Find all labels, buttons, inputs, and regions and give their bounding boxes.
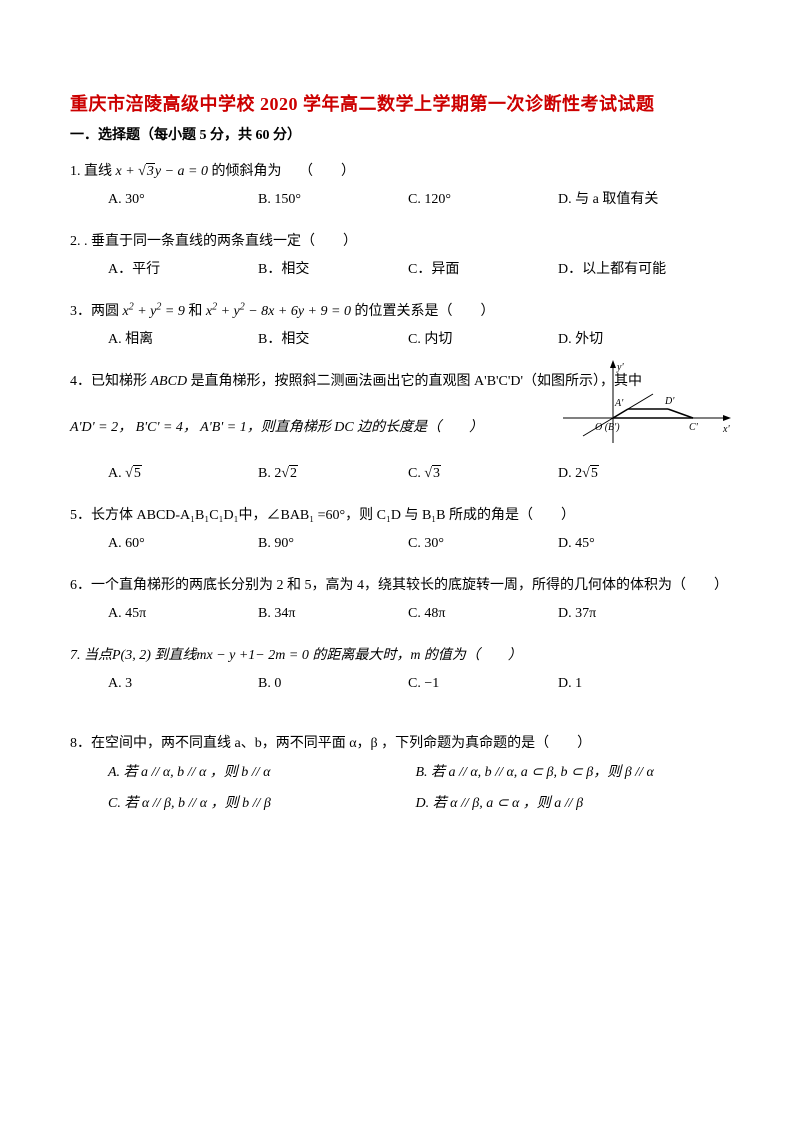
q3-suffix: 的位置关系是（ ） [351,304,495,319]
q6-text: 6．一个直角梯形的两底长分别为 2 和 5，高为 4，绕其较长的底旋转一周，所得… [70,572,723,600]
q3-options: A. 相离 B．相交 C. 内切 D. 外切 [70,326,723,354]
q4a-val: 5 [133,465,142,481]
q4b-pre: B. 2 [258,466,281,481]
q4-abcd: ABCD [151,374,188,389]
q8-opt-d: D. 若 α // β, a ⊂ α ，则 a // β [416,789,724,820]
q4d-val: 5 [590,465,599,481]
q6-opt-b: B. 34π [258,600,408,628]
q7-opt-a: A. 3 [108,670,258,698]
question-6: 6．一个直角梯形的两底长分别为 2 和 5，高为 4，绕其较长的底旋转一周，所得… [70,572,723,628]
q6-opt-a: A. 45π [108,600,258,628]
q4-line2: A'D' = 2， B'C' = 4， A'B' = 1，则直角梯形 DC 边的… [70,414,510,442]
q2-opt-d: D．以上都有可能 [558,256,666,284]
q5-opt-d: D. 45° [558,530,595,558]
q4-opt-b: B. 2 2 [258,460,408,488]
q4-opt-d: D. 2 5 [558,460,599,488]
q7-opt-c: C. −1 [408,670,558,698]
q5-opt-a: A. 60° [108,530,258,558]
diagram-label-y: y' [616,362,624,373]
q6-opt-c: C. 48π [408,600,558,628]
q3-opt-a: A. 相离 [108,326,258,354]
q1-formula: x + 3y − a = 0 [116,164,208,179]
q5-options: A. 60° B. 90° C. 30° D. 45° [70,530,723,558]
q8-options: A. 若 a // α, b // α ，则 b // α B. 若 a // … [70,758,723,820]
q2-opt-c: C．异面 [408,256,558,284]
q3-formula1: x2 + y2 = 9 [123,304,185,319]
q6-options: A. 45π B. 34π C. 48π D. 37π [70,600,723,628]
q4-l2: A'D' = 2， B'C' = 4， A'B' = 1，则直角梯形 DC 边的… [70,420,483,435]
q2-options: A．平行 B．相交 C．异面 D．以上都有可能 [70,256,723,284]
q1-suffix: 的倾斜角为 （ ） [208,164,355,179]
q7-body: 7. 当点P(3, 2) 到直线mx − y +1− 2m = 0 的距离最大时… [70,648,522,663]
q2-text: 2. . 垂直于同一条直线的两条直线一定（ ） [70,228,723,256]
q1-opt-b: B. 150° [258,186,408,214]
q4-opt-c: C. 3 [408,460,558,488]
q8-text: 8．在空间中，两不同直线 a、b，两不同平面 α，β ，下列命题为真命题的是（ … [70,730,723,758]
q4-l1-prefix: 4．已知梯形 [70,374,151,389]
question-2: 2. . 垂直于同一条直线的两条直线一定（ ） A．平行 B．相交 C．异面 D… [70,228,723,284]
q5-text: 5．长方体 ABCD-A₁B₁C₁D₁中，∠BAB₁ =60°，则 C₁D 与 … [70,502,723,530]
q7-options: A. 3 B. 0 C. −1 D. 1 [70,670,723,698]
question-8: 8．在空间中，两不同直线 a、b，两不同平面 α，β ，下列命题为真命题的是（ … [70,730,723,820]
question-1: 1. 直线 x + 3y − a = 0 的倾斜角为 （ ） A. 30° B.… [70,158,723,214]
q3-text: 3．两圆 x2 + y2 = 9 和 x2 + y2 − 8x + 6y + 9… [70,298,723,326]
q4-options: A. 5 B. 2 2 C. 3 D. 2 5 [70,460,723,488]
diagram-label-c: C' [689,422,699,433]
q4c-val: 3 [432,465,441,481]
diagram-label-o: O (B') [595,422,620,433]
question-3: 3．两圆 x2 + y2 = 9 和 x2 + y2 − 8x + 6y + 9… [70,298,723,354]
q4d-pre: D. 2 [558,466,582,481]
q3-opt-c: C. 内切 [408,326,558,354]
q8-opt-a: A. 若 a // α, b // α ，则 b // α [108,758,416,789]
q6-opt-d: D. 37π [558,600,596,628]
q1-opt-d: D. 与 a 取值有关 [558,186,658,214]
q1-options: A. 30° B. 150° C. 120° D. 与 a 取值有关 [70,186,723,214]
question-4: 4．已知梯形 ABCD 是直角梯形，按照斜二测画法画出它的直观图 A'B'C'D… [70,368,723,488]
q4-opt-a: A. 5 [108,460,258,488]
diagram-label-d: D' [664,396,675,407]
q7-opt-b: B. 0 [258,670,408,698]
q1-opt-a: A. 30° [108,186,258,214]
q7-text: 7. 当点P(3, 2) 到直线mx − y +1− 2m = 0 的距离最大时… [70,642,723,670]
q2-opt-b: B．相交 [258,256,408,284]
q5-opt-c: C. 30° [408,530,558,558]
q1-opt-c: C. 120° [408,186,558,214]
question-7: 7. 当点P(3, 2) 到直线mx − y +1− 2m = 0 的距离最大时… [70,642,723,698]
diagram-label-a: A' [614,398,624,409]
section-header: 一．选择题（每小题 5 分，共 60 分） [70,124,723,144]
q1-prefix: 1. 直线 [70,164,116,179]
q4c-pre: C. [408,466,424,481]
q4a-pre: A. [108,466,125,481]
page-title: 重庆市涪陵高级中学校 2020 学年高二数学上学期第一次诊断性考试试题 [70,90,723,116]
oblique-diagram: y' x' A' D' O (B') C' [553,358,733,448]
q7-opt-d: D. 1 [558,670,582,698]
q3-opt-b: B．相交 [258,326,408,354]
q8-opt-b: B. 若 a // α, b // α, a ⊂ β, b ⊂ β，则 β //… [416,758,724,789]
q3-formula2: x2 + y2 − 8x + 6y + 9 = 0 [206,304,351,319]
q4b-val: 2 [289,465,298,481]
q2-opt-a: A．平行 [108,256,258,284]
diagram-label-x: x' [722,424,730,435]
question-5: 5．长方体 ABCD-A₁B₁C₁D₁中，∠BAB₁ =60°，则 C₁D 与 … [70,502,723,558]
q8-opt-c: C. 若 α // β, b // α ，则 b // β [108,789,416,820]
q3-mid: 和 [185,304,206,319]
q5-opt-b: B. 90° [258,530,408,558]
q3-opt-d: D. 外切 [558,326,603,354]
q3-prefix: 3．两圆 [70,304,123,319]
q1-text: 1. 直线 x + 3y − a = 0 的倾斜角为 （ ） [70,158,723,186]
